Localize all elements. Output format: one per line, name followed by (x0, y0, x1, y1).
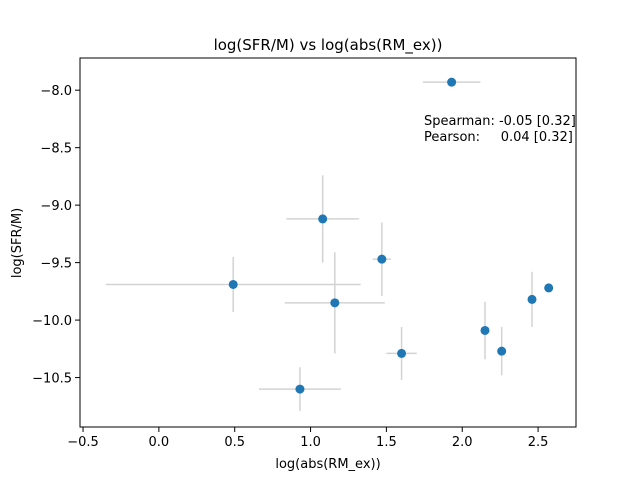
x-tick-label: 1.5 (376, 435, 397, 450)
y-axis-label: log(SFR/M) (10, 208, 25, 278)
x-axis-label: log(abs(RM_ex)) (275, 457, 380, 472)
annotation-spearman: Spearman: -0.05 [0.32] (424, 114, 576, 129)
x-axis: −0.5 0.0 0.5 1.0 1.5 2.0 2.5 (67, 427, 548, 450)
data-point (377, 254, 387, 264)
data-point (544, 283, 554, 293)
data-point (318, 214, 328, 224)
x-tick-label: 0.5 (224, 435, 245, 450)
x-tick-label: 2.0 (452, 435, 473, 450)
x-tick-label: 2.5 (528, 435, 549, 450)
data-point (295, 384, 305, 394)
y-tick-label: −10.5 (32, 372, 72, 387)
y-axis: −10.5 −10.0 −9.5 −9.0 −8.5 −8.0 (32, 84, 80, 387)
x-tick-label: −0.5 (67, 435, 99, 450)
data-point (447, 77, 457, 87)
y-tick-label: −8.0 (40, 84, 72, 99)
data-point (397, 348, 407, 358)
y-tick-label: −9.0 (40, 199, 72, 214)
data-point (480, 325, 490, 335)
data-point (497, 346, 507, 356)
x-tick-label: 0.0 (149, 435, 170, 450)
data-point (527, 294, 537, 304)
annotation-pearson: Pearson: 0.04 [0.32] (424, 130, 573, 145)
chart-title: log(SFR/M) vs log(abs(RM_ex)) (214, 36, 443, 55)
x-tick-label: 1.0 (300, 435, 321, 450)
y-tick-label: −9.5 (40, 257, 72, 272)
data-point (228, 279, 238, 289)
plot-frame (79, 57, 577, 428)
y-tick-label: −8.5 (40, 142, 72, 157)
data-point (330, 298, 340, 308)
data-points (228, 77, 554, 394)
y-tick-label: −10.0 (32, 314, 72, 329)
